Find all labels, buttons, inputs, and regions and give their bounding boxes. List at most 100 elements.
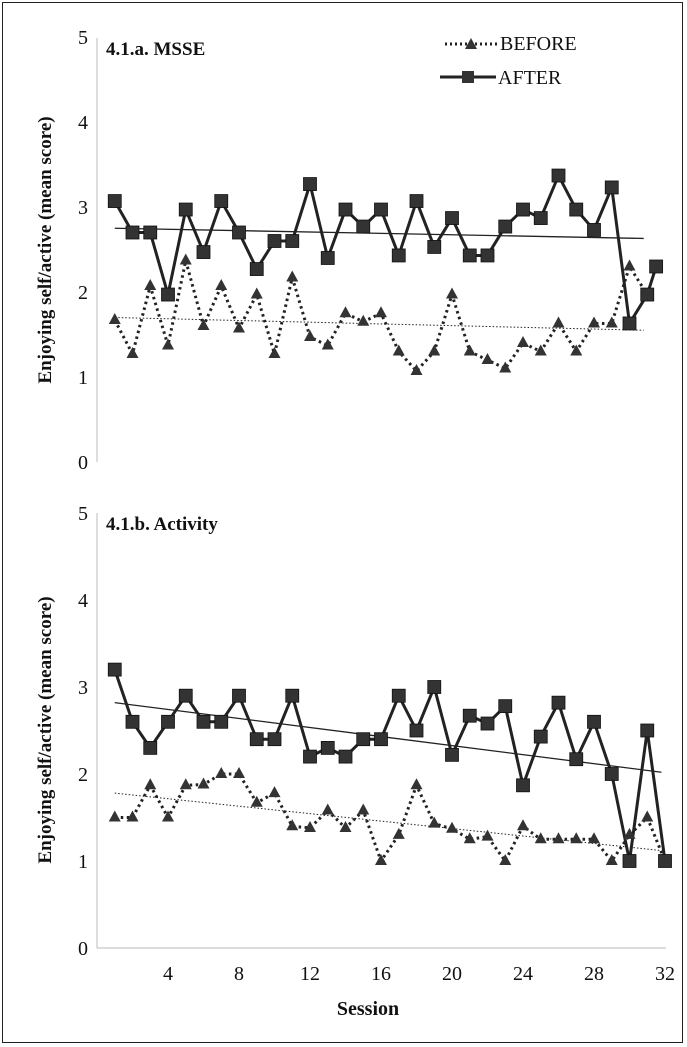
point-before-b-31 [641,810,654,822]
point-before-a-28 [588,316,600,328]
point-before-a-30 [623,259,636,271]
y-tick-b-1: 1 [78,851,88,873]
point-after-a-23 [498,219,513,234]
point-before-b-3 [144,778,157,790]
y-tick-a-3: 3 [78,197,88,219]
x-tick-28: 28 [584,963,604,985]
series-line-before-b [114,772,667,863]
point-after-b-15 [356,732,371,747]
point-before-b-22 [481,829,494,841]
point-after-b-26 [551,695,566,710]
point-before-b-19 [428,816,441,828]
point-after-a-31 [640,287,655,302]
point-after-b-2 [125,714,140,729]
point-before-a-14 [339,306,352,318]
point-after-a-18 [409,194,424,208]
y-tick-a-5: 5 [78,27,88,49]
x-tick-4: 4 [163,963,173,985]
x-axis-label: Session [337,998,399,1020]
point-after-b-4 [161,714,175,729]
point-after-a-28 [587,223,601,237]
point-after-a-17 [391,248,406,263]
point-before-a-2 [126,347,139,359]
point-before-a-26 [552,316,565,328]
point-before-a-20 [446,287,458,299]
point-before-b-20 [446,821,458,833]
point-after-b-27 [569,752,584,767]
point-before-a-9 [250,287,263,299]
point-before-a-11 [286,270,299,282]
x-tick-20: 20 [442,963,462,985]
trendline-before-a [114,317,644,331]
point-after-a-10 [267,234,282,248]
point-after-b-16 [374,732,388,747]
point-before-a-17 [392,344,405,356]
point-after-a-6 [196,245,211,259]
trendline-before-b [114,792,662,852]
panel-msse: 0 1 2 3 4 5 Enjoying self/active (mean score)… [35,27,664,474]
point-after-b-5 [178,688,193,703]
point-after-a-32 [649,259,664,274]
point-after-b-18 [409,723,424,738]
point-before-b-28 [588,832,600,844]
point-before-a-19 [428,344,441,356]
point-after-b-22 [480,716,495,731]
point-after-b-29 [604,767,619,781]
point-after-a-3 [143,225,158,240]
y-tick-b-3: 3 [78,677,88,699]
legend-after-label: AFTER [498,67,562,89]
point-before-a-27 [570,344,583,356]
point-after-b-28 [587,714,601,729]
point-after-a-29 [604,180,619,195]
point-after-b-14 [338,749,353,764]
panel-title-a: 4.1.a. MSSE [106,39,205,60]
point-after-b-7 [214,714,229,729]
x-tick-8: 8 [234,963,244,985]
point-after-b-21 [462,708,477,723]
point-before-b-18 [410,778,423,790]
point-before-b-12 [304,820,316,832]
point-before-a-13 [321,338,334,350]
point-before-b-7 [215,767,228,778]
point-after-b-6 [196,714,211,729]
point-after-b-25 [533,729,548,744]
legend-after-marker [462,71,474,83]
point-after-a-5 [178,202,193,217]
point-after-b-23 [498,699,513,714]
point-before-a-4 [162,338,174,350]
point-before-a-1 [108,313,121,325]
y-tick-a-1: 1 [78,367,88,389]
point-after-a-1 [107,194,122,208]
y-tick-a-0: 0 [78,452,88,474]
point-before-a-6 [197,319,210,330]
point-before-b-2 [126,810,139,822]
y-axis-label-a: Enjoying self/active (mean score) [35,116,56,383]
point-before-b-9 [250,795,263,807]
y-tick-a-4: 4 [78,112,88,134]
point-after-a-7 [214,194,229,208]
point-after-b-1 [107,662,122,677]
point-before-b-11 [286,819,299,831]
point-before-a-15 [357,314,370,326]
point-before-b-21 [463,832,476,844]
point-before-b-8 [233,767,245,778]
point-after-a-27 [569,202,584,217]
point-before-b-27 [570,832,583,844]
legend-before-marker [465,38,477,49]
point-before-b-17 [392,827,405,839]
point-after-b-17 [391,688,406,703]
point-after-b-12 [303,749,317,764]
point-before-b-30 [623,827,636,839]
trendline-after-a [114,227,644,240]
x-tick-16: 16 [371,963,391,985]
x-tick-24: 24 [513,963,533,985]
point-before-a-21 [463,344,476,356]
y-tick-b-4: 4 [78,590,88,612]
point-after-a-2 [125,225,140,240]
point-after-a-14 [338,202,353,217]
point-after-b-11 [285,688,300,703]
point-after-b-8 [232,688,246,703]
